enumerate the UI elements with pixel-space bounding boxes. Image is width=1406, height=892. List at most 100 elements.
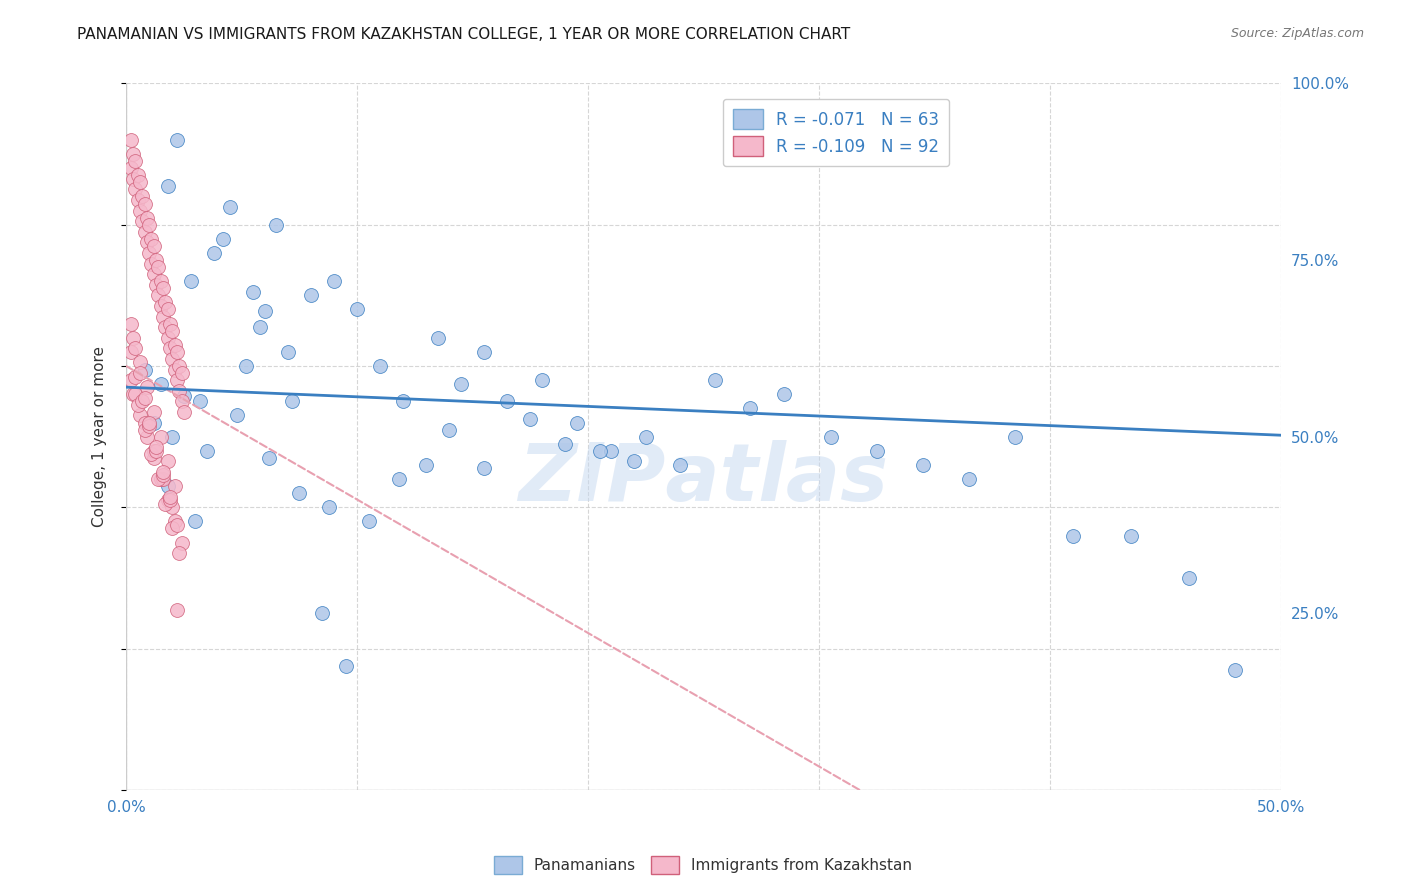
Point [134,362,156,376]
Point [162,521,184,535]
Point [156,178,179,193]
Point [600,443,623,458]
Point [170,535,193,549]
Point [212,232,235,246]
Point [138,419,160,434]
Point [912,458,935,472]
Point [162,324,184,338]
Y-axis label: College, 1 year or more: College, 1 year or more [93,346,107,527]
Point [368,359,391,373]
Point [122,331,145,345]
Point [202,246,225,260]
Point [148,288,170,302]
Point [152,468,174,483]
Point [127,193,149,207]
Point [156,479,179,493]
Point [166,517,188,532]
Point [145,253,167,268]
Point [1004,430,1026,444]
Point [704,373,727,387]
Point [496,394,519,409]
Point [138,218,160,232]
Point [335,659,357,673]
Point [253,304,276,318]
Point [142,450,165,465]
Legend: R = -0.071   N = 63, R = -0.109   N = 92: R = -0.071 N = 63, R = -0.109 N = 92 [723,99,949,166]
Point [135,380,157,394]
Point [318,500,340,515]
Point [173,389,195,403]
Point [472,344,495,359]
Point [669,458,692,472]
Point [124,342,146,356]
Point [588,443,610,458]
Point [323,274,346,288]
Point [426,331,449,345]
Text: Source: ZipAtlas.com: Source: ZipAtlas.com [1230,27,1364,40]
Point [124,154,146,169]
Point [127,398,149,412]
Point [623,454,645,468]
Point [129,366,152,380]
Point [122,171,145,186]
Point [152,310,174,324]
Point [180,274,202,288]
Point [145,443,167,458]
Point [195,443,218,458]
Point [148,260,170,274]
Point [129,203,152,218]
Point [162,430,184,444]
Point [156,454,179,468]
Point [264,218,287,232]
Point [142,405,165,419]
Point [138,416,160,430]
Point [155,295,177,310]
Point [141,232,163,246]
Point [159,490,181,504]
Text: PANAMANIAN VS IMMIGRANTS FROM KAZAKHSTAN COLLEGE, 1 YEAR OR MORE CORRELATION CHA: PANAMANIAN VS IMMIGRANTS FROM KAZAKHSTAN… [77,27,851,42]
Point [148,472,170,486]
Point [259,450,281,465]
Point [167,546,190,560]
Point [149,376,172,391]
Point [135,211,157,225]
Point [1119,528,1142,542]
Point [162,351,184,366]
Point [129,409,152,423]
Point [120,317,142,331]
Point [156,302,179,317]
Point [163,338,186,352]
Point [166,603,188,617]
Point [129,175,152,189]
Point [145,277,167,292]
Point [135,430,157,444]
Point [249,320,271,334]
Point [820,430,842,444]
Point [156,493,179,508]
Point [439,423,461,437]
Point [162,500,184,515]
Point [134,423,156,437]
Point [866,443,889,458]
Point [120,344,142,359]
Point [149,274,172,288]
Point [142,443,165,458]
Point [167,384,190,398]
Point [152,281,174,295]
Point [1177,571,1199,585]
Point [142,267,165,281]
Legend: Panamanians, Immigrants from Kazakhstan: Panamanians, Immigrants from Kazakhstan [488,850,918,880]
Point [120,161,142,176]
Point [149,430,172,444]
Point [131,394,153,409]
Point [388,472,411,486]
Point [170,366,193,380]
Point [124,369,146,384]
Point [415,458,437,472]
Point [242,285,264,299]
Point [131,189,153,203]
Point [155,320,177,334]
Point [145,440,167,454]
Point [311,606,333,620]
Point [170,394,193,409]
